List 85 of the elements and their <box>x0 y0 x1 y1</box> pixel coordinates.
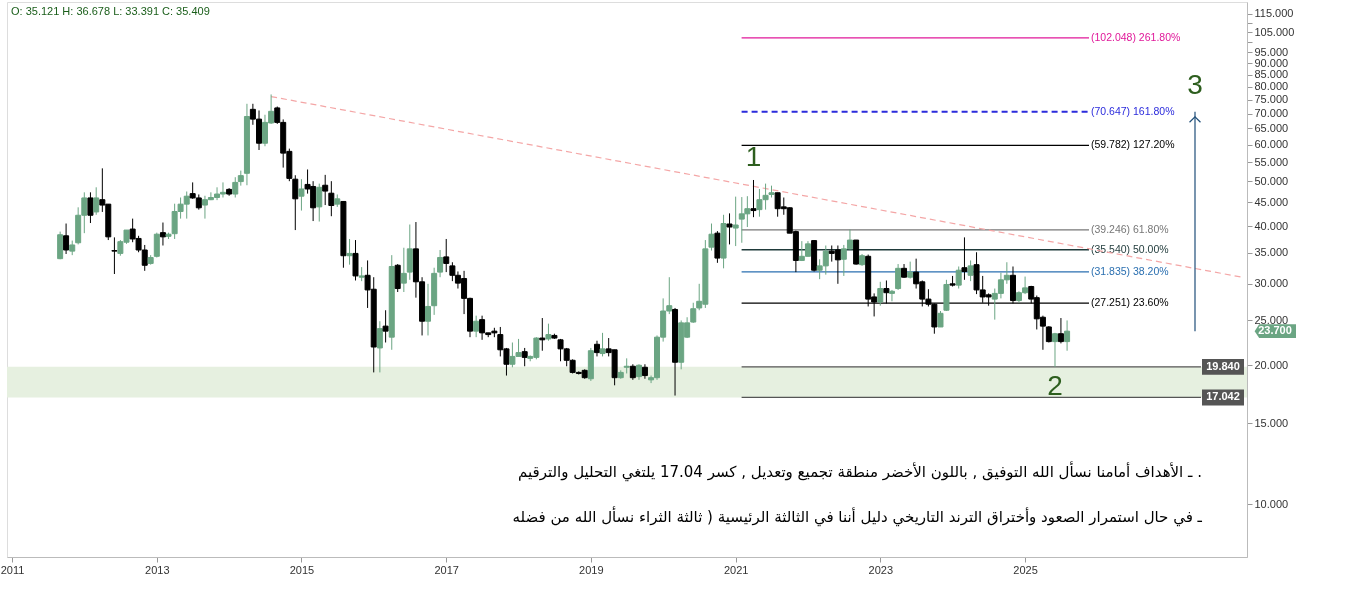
y-tick-label: 50.000 <box>1254 174 1289 187</box>
candlestick <box>352 239 359 281</box>
candlestick <box>1057 317 1064 344</box>
annotation: 2 <box>1047 369 1063 401</box>
ref-line-label: (70.647) 161.80% <box>1091 104 1175 117</box>
candlestick <box>437 249 444 278</box>
x-tick-label: 2019 <box>579 563 604 576</box>
candlestick <box>346 238 353 266</box>
candlestick <box>888 289 895 302</box>
annotation: O: 35.121 H: 36.678 L: 33.391 C: 35.409 <box>11 5 210 17</box>
candlestick <box>967 259 974 282</box>
ref-line-label: (35.540) 50.00% <box>1091 242 1169 255</box>
y-tick-label: 75.000 <box>1254 93 1289 106</box>
candlestick <box>473 315 480 338</box>
ref-line-label: (31.835) 38.20% <box>1091 264 1169 277</box>
y-tick-label: 25.000 <box>1254 313 1289 326</box>
y-tick-label: 85.000 <box>1254 68 1289 81</box>
candlestick <box>63 223 70 255</box>
candlestick <box>708 223 715 252</box>
y-tick-label: 45.000 <box>1254 195 1289 208</box>
candlestick <box>1064 319 1071 352</box>
candlestick <box>316 183 323 223</box>
annotation: 1 <box>745 140 762 172</box>
y-tick-label: 80.000 <box>1254 80 1289 93</box>
candlestick <box>895 263 902 291</box>
candlestick <box>853 239 860 266</box>
y-tick-label: 55.000 <box>1254 155 1289 168</box>
ref-line-label: (27.251) 23.60% <box>1091 296 1169 309</box>
x-tick-label: 2011 <box>0 563 25 576</box>
y-tick-label: 95.000 <box>1254 45 1289 58</box>
y-tick-label: 40.000 <box>1254 219 1289 232</box>
candlestick <box>298 178 305 212</box>
y-tick-label: 35.000 <box>1254 246 1289 259</box>
candlestick <box>57 231 64 260</box>
candlestick <box>406 224 413 281</box>
candlestick <box>153 232 160 258</box>
candlestick <box>322 174 329 206</box>
candlestick <box>961 236 968 281</box>
ref-line-label: 17.042 <box>1206 390 1240 403</box>
y-tick-label: 70.000 <box>1254 107 1289 120</box>
x-tick-label: 2013 <box>145 563 170 576</box>
ref-line-label: (39.246) 61.80% <box>1091 222 1169 235</box>
y-tick-label: 10.000 <box>1254 498 1289 510</box>
candlestick <box>955 265 962 290</box>
candlestick <box>425 283 432 336</box>
x-tick-label: 2025 <box>1013 563 1038 576</box>
candlestick <box>376 320 383 373</box>
y-tick-label: 30.000 <box>1254 277 1289 290</box>
candlestick <box>93 186 100 216</box>
ref-line-label: (59.782) 127.20% <box>1091 138 1175 151</box>
candlestick <box>877 281 884 307</box>
candlestick <box>1051 332 1058 368</box>
ref-line-label: 19.840 <box>1206 359 1240 372</box>
y-tick-label: 20.000 <box>1254 358 1289 371</box>
ref-line-label: (102.048) 261.80% <box>1091 30 1181 43</box>
candlestick <box>599 332 606 357</box>
candlestick <box>726 212 733 245</box>
candlestick <box>539 317 546 352</box>
candlestick <box>400 247 407 293</box>
y-tick-label: 105.000 <box>1254 25 1295 38</box>
y-tick-label: 65.000 <box>1254 121 1289 134</box>
candlestick <box>394 263 401 293</box>
candlestick <box>732 196 739 247</box>
candlestick <box>750 179 757 218</box>
x-tick-label: 2015 <box>289 563 315 576</box>
candlestick <box>443 238 450 273</box>
x-tick-label: 2023 <box>868 563 894 576</box>
y-tick-label: 15.000 <box>1254 416 1289 429</box>
candlestick <box>87 191 94 224</box>
annotation: ـ في حال استمرار الصعود وأختراق الترند التاريخي دليل أننا في الثالثة الرئيسية ( ثالثة الثراء نسأل الله من فضله <box>512 506 1203 527</box>
y-tick-label: 115.000 <box>1254 7 1294 20</box>
y-tick-label: 90.000 <box>1254 56 1289 69</box>
x-tick-label: 2017 <box>434 563 459 576</box>
annotation: 3 <box>1187 68 1203 100</box>
candlestick <box>159 222 166 247</box>
x-tick-label: 2021 <box>723 563 749 576</box>
candlestick <box>382 309 389 343</box>
text: 23.700 <box>1258 324 1292 337</box>
candlestick <box>328 180 335 217</box>
candlestick <box>292 174 299 231</box>
candlestick <box>232 176 239 198</box>
annotation: ـ الأهداف أمامنا نسأل الله التوفيق , باللون الأخضر منطقة تجميع وتعديل , كسر 17.04 يلتغي التحليل والترقيم . <box>517 461 1202 482</box>
candlestick <box>111 236 118 275</box>
y-tick-label: 60.000 <box>1254 138 1289 151</box>
candlestick <box>521 347 528 367</box>
